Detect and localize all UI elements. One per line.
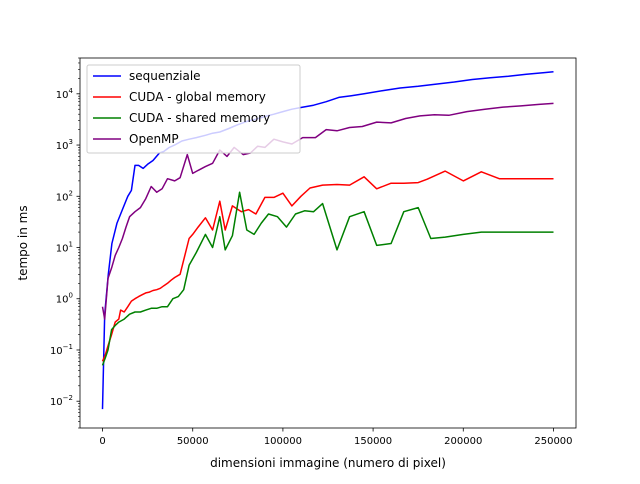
y-tick-label: 100 bbox=[56, 292, 73, 306]
y-axis: 10−2 10−1 100 101 102 103 104 bbox=[50, 57, 80, 429]
series-line-2 bbox=[101, 191, 554, 366]
y-tick-label: 103 bbox=[56, 138, 73, 152]
plot-frame bbox=[79, 57, 577, 429]
x-tick-label: 150000 bbox=[354, 436, 392, 447]
x-tick-label: 100000 bbox=[264, 436, 302, 447]
y-tick-label: 10−1 bbox=[50, 343, 73, 357]
x-tick-label: 200000 bbox=[444, 436, 482, 447]
legend-label: sequenziale bbox=[129, 69, 201, 83]
legend-label: CUDA - global memory bbox=[129, 90, 266, 104]
x-tick-label: 250000 bbox=[534, 436, 572, 447]
legend-box bbox=[86, 64, 301, 154]
legend-label: CUDA - shared memory bbox=[129, 111, 270, 125]
y-axis-label: tempo in ms bbox=[16, 205, 30, 280]
legend: sequenziale CUDA - global memory CUDA - sh… bbox=[86, 64, 301, 154]
x-axis: 0 50000 100000 150000 200000 250000 bbox=[99, 428, 573, 447]
series-line-1 bbox=[101, 170, 554, 362]
y-tick-label: 102 bbox=[56, 189, 73, 203]
legend-label: OpenMP bbox=[129, 132, 179, 146]
y-tick-label: 104 bbox=[56, 87, 74, 101]
y-tick-label: 101 bbox=[56, 241, 73, 255]
x-tick-label: 0 bbox=[99, 436, 105, 447]
x-axis-label: dimensioni immagine (numero di pixel) bbox=[210, 456, 446, 470]
y-tick-label: 10−2 bbox=[50, 394, 73, 408]
x-tick-label: 50000 bbox=[177, 436, 209, 447]
